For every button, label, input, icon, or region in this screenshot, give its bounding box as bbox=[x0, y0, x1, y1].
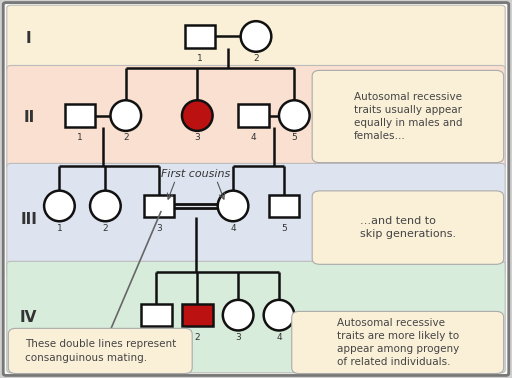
Text: 3: 3 bbox=[195, 133, 200, 142]
Bar bbox=[238, 104, 269, 127]
Text: 1: 1 bbox=[197, 54, 203, 63]
Text: III: III bbox=[20, 212, 37, 227]
Text: 3: 3 bbox=[156, 224, 162, 232]
Bar bbox=[269, 195, 300, 217]
Text: I: I bbox=[26, 31, 32, 46]
Text: These double lines represent
consanguinous mating.: These double lines represent consanguino… bbox=[25, 339, 176, 363]
Text: 1: 1 bbox=[77, 133, 83, 142]
Text: 5: 5 bbox=[281, 224, 287, 232]
Text: First cousins: First cousins bbox=[161, 169, 230, 179]
Text: 2: 2 bbox=[102, 224, 108, 232]
FancyBboxPatch shape bbox=[312, 191, 504, 264]
Bar bbox=[182, 304, 212, 327]
Text: 1: 1 bbox=[154, 333, 159, 342]
FancyBboxPatch shape bbox=[3, 3, 509, 375]
Ellipse shape bbox=[264, 300, 294, 330]
FancyBboxPatch shape bbox=[7, 5, 505, 71]
Ellipse shape bbox=[279, 100, 310, 131]
Text: 2: 2 bbox=[253, 54, 259, 63]
Text: …and tend to
skip generations.: …and tend to skip generations. bbox=[360, 216, 456, 239]
Text: IV: IV bbox=[20, 310, 37, 325]
Text: 5: 5 bbox=[291, 133, 297, 142]
FancyBboxPatch shape bbox=[292, 311, 504, 373]
Text: 1: 1 bbox=[56, 224, 62, 232]
Bar bbox=[184, 25, 215, 48]
Text: Autosomal recessive
traits usually appear
equally in males and
females…: Autosomal recessive traits usually appea… bbox=[354, 92, 462, 141]
Ellipse shape bbox=[90, 191, 121, 221]
FancyBboxPatch shape bbox=[7, 163, 505, 275]
Text: II: II bbox=[23, 110, 34, 125]
Text: 4: 4 bbox=[276, 333, 282, 342]
FancyBboxPatch shape bbox=[8, 328, 192, 373]
Text: 4: 4 bbox=[230, 224, 236, 232]
FancyBboxPatch shape bbox=[7, 65, 505, 169]
Ellipse shape bbox=[182, 100, 212, 131]
Ellipse shape bbox=[44, 191, 75, 221]
Ellipse shape bbox=[223, 300, 253, 330]
FancyBboxPatch shape bbox=[312, 70, 504, 163]
Text: 2: 2 bbox=[123, 133, 129, 142]
Ellipse shape bbox=[241, 21, 271, 52]
Bar bbox=[144, 195, 174, 217]
Text: 2: 2 bbox=[195, 333, 200, 342]
Ellipse shape bbox=[218, 191, 248, 221]
FancyBboxPatch shape bbox=[7, 261, 505, 373]
Text: 4: 4 bbox=[251, 133, 257, 142]
Text: 3: 3 bbox=[235, 333, 241, 342]
Ellipse shape bbox=[111, 100, 141, 131]
Bar bbox=[65, 104, 95, 127]
Bar bbox=[141, 304, 172, 327]
Text: Autosomal recessive
traits are more likely to
appear among progeny
of related in: Autosomal recessive traits are more like… bbox=[336, 318, 459, 367]
